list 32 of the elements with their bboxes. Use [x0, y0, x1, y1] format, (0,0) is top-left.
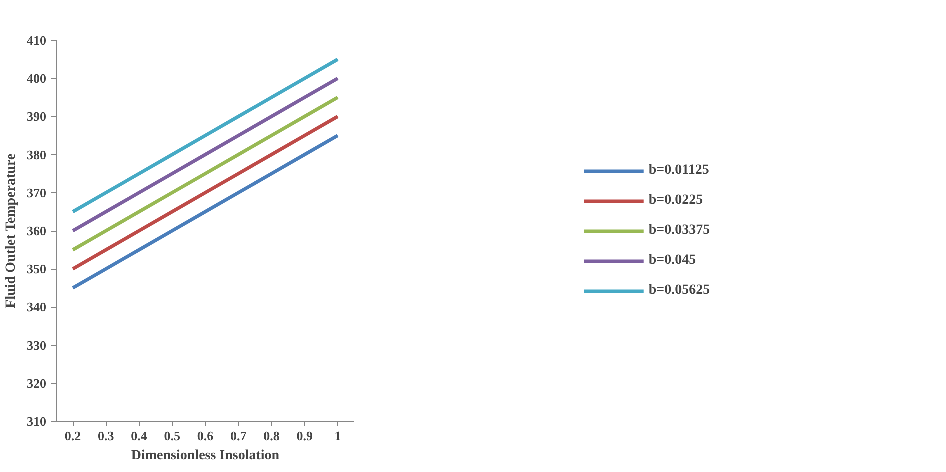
line-series: [71, 96, 340, 252]
x-tick-label: 0.8: [264, 428, 280, 444]
x-tick-label: 0.2: [64, 428, 82, 444]
y-tick-label: 320: [27, 376, 46, 391]
y-tick-label: 340: [27, 300, 46, 315]
y-axis-title: Fluid Outlet Temperature: [4, 154, 19, 308]
y-tick-label: 400: [27, 71, 46, 86]
x-tick-label: 0.9: [296, 428, 314, 444]
x-tick-label: 0.7: [230, 428, 248, 444]
legend-label: b=0.03375: [648, 222, 710, 238]
line-series: [71, 114, 340, 271]
x-tick-label: 0.3: [98, 428, 115, 444]
y-tick-label: 380: [27, 147, 46, 162]
y-tick-label: 390: [27, 109, 46, 124]
legend-label: b=0.0225: [648, 192, 704, 208]
y-tick-label: 410: [27, 33, 46, 48]
x-tick-label: 0.4: [131, 428, 148, 444]
y-tick-label: 350: [27, 262, 46, 277]
x-tick-label: 0.6: [197, 428, 214, 444]
x-tick-label: 1: [334, 428, 342, 444]
line-series: [71, 76, 340, 233]
legend-label: b=0.05625: [648, 282, 710, 298]
legend-label: b=0.01125: [648, 162, 710, 178]
x-tick-label: 0.5: [164, 428, 182, 444]
legend-label: b=0.045: [648, 252, 696, 268]
y-tick-label: 310: [27, 414, 46, 429]
y-tick-label: 330: [27, 338, 46, 353]
line-series: [71, 58, 340, 214]
y-tick-label: 370: [27, 185, 46, 200]
line-series: [71, 134, 340, 290]
y-tick-label: 360: [27, 224, 46, 238]
x-axis-title: Dimensionless Insolation: [131, 448, 280, 464]
